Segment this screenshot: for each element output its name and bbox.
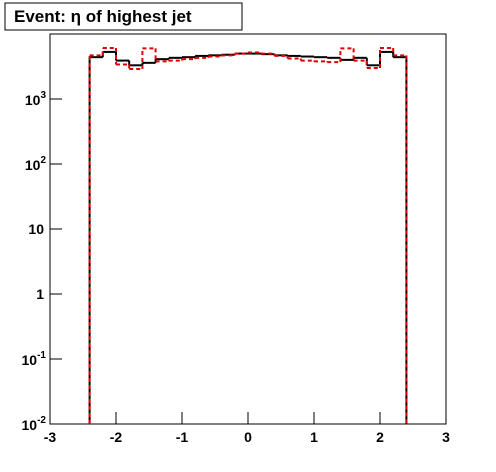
- y-tick-label: 102: [25, 155, 47, 173]
- y-tick-base: 10: [25, 157, 41, 173]
- y-tick-exponent: 3: [40, 90, 46, 101]
- y-tick-label: 1: [36, 286, 44, 302]
- chart-title: Event: η of highest jet: [14, 7, 192, 26]
- x-tick-label: 2: [376, 429, 384, 445]
- title-box: [4, 2, 243, 31]
- y-tick-exponent: -2: [37, 415, 46, 426]
- y-tick-exponent: 2: [40, 155, 46, 166]
- y-tick-exponent: -1: [37, 350, 46, 361]
- y-tick-base: 10: [22, 417, 38, 433]
- x-tick-label: 3: [442, 429, 450, 445]
- y-tick-label: 10: [28, 221, 44, 237]
- y-tick-label: 10-1: [22, 350, 47, 368]
- y-tick-base: 10: [22, 352, 38, 368]
- x-tick-label: -2: [110, 429, 123, 445]
- x-tick-label: -3: [44, 429, 57, 445]
- x-tick-label: -1: [176, 429, 189, 445]
- x-tick-label: 0: [244, 429, 252, 445]
- y-tick-base: 10: [25, 92, 41, 108]
- y-tick-label: 10-2: [22, 415, 47, 433]
- y-tick-label: 103: [25, 90, 47, 108]
- x-tick-label: 1: [310, 429, 318, 445]
